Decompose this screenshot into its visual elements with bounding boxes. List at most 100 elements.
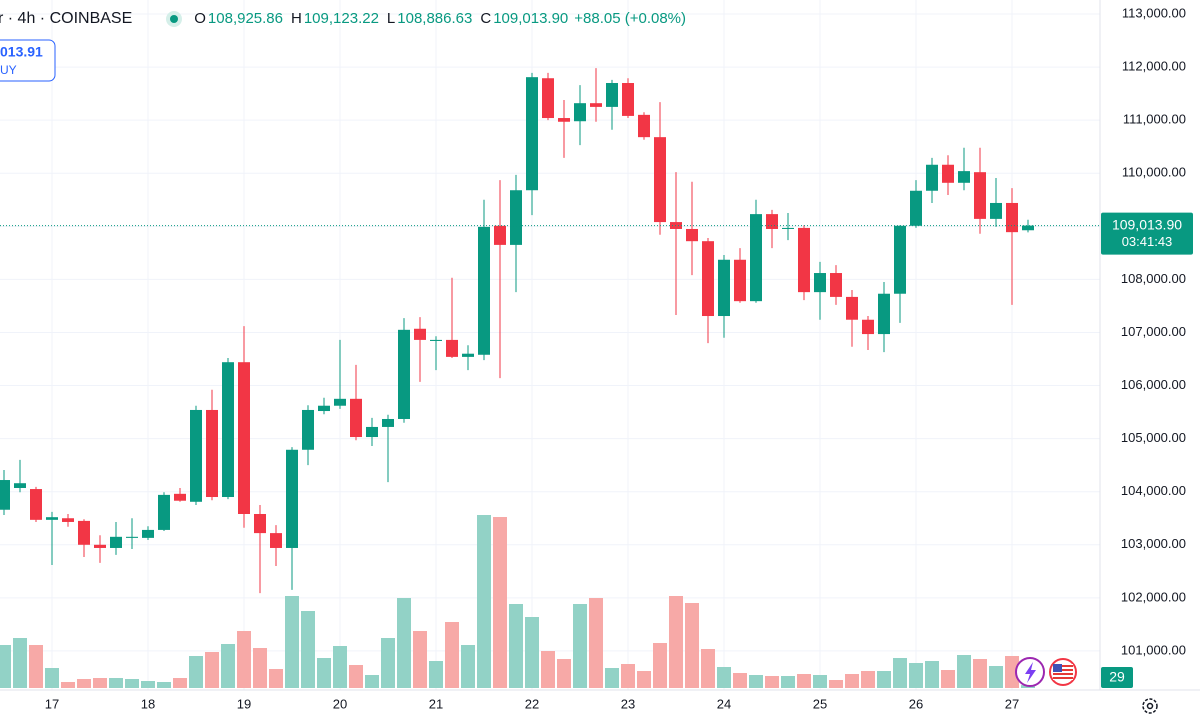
y-tick-label: 108,000.00 [1121,271,1186,286]
gear-inner[interactable] [1146,702,1154,710]
volume-bar [333,646,347,688]
candle-body [734,259,746,302]
volume-bar [301,611,315,688]
ai-icon[interactable] [1015,657,1045,687]
volume-bar [477,515,491,688]
volume-bar [413,631,427,688]
candle-body [638,114,650,138]
volume-bar [909,663,923,688]
volume-bar [973,659,987,688]
volume-bar [733,673,747,688]
volume-bar [653,643,667,688]
volume-bar [829,680,843,688]
volume-bar [957,655,971,688]
volume-bar [509,604,523,688]
candle-body [782,227,794,229]
volume-bar [765,676,779,688]
x-tick-label: 20 [333,696,347,711]
volume-bar [141,681,155,688]
gear-outer[interactable] [1142,698,1158,714]
candle-body [0,480,10,510]
last-price-label: 109,013.90 [1112,216,1182,232]
volume-bar [525,617,539,688]
y-tick-label: 105,000.00 [1121,430,1186,445]
volume-bar [861,671,875,688]
symbol: r · 4h · COINBASE [0,10,132,27]
candle-body [446,339,458,357]
volume-bar [877,671,891,688]
buy-button[interactable] [0,39,56,82]
x-tick-label: 21 [429,696,443,711]
candle-body [510,190,522,245]
volume-bar [109,678,123,688]
candle-body [222,362,234,498]
flag-canton[interactable] [1053,664,1062,672]
volume-bar [621,664,635,688]
candle-body [1022,225,1034,231]
volume-bar [781,676,795,688]
volume-bar [925,661,939,688]
ohlc-value: 109,013.90 [493,10,568,27]
volume-bar [61,682,75,688]
candle-body [302,409,314,450]
candle-body [414,328,426,340]
candle-body [526,77,538,191]
candle-body [910,190,922,226]
candle-body [366,426,378,438]
order-side[interactable]: UY [0,63,17,77]
candle-body [814,273,826,293]
candle-body [878,293,890,335]
candle-body [686,228,698,242]
status-dot [170,15,178,23]
volume-bar [637,671,651,688]
y-tick-label: 111,000.00 [1123,112,1186,127]
candle-body [798,227,810,293]
candle-body [126,536,138,538]
volume-bar [429,661,443,688]
candle-body [62,518,74,522]
volume-bar [941,670,955,688]
candle-body [830,273,842,297]
candle-body [862,319,874,335]
y-tick-label: 106,000.00 [1121,377,1186,392]
x-tick-label: 22 [525,696,539,711]
volume-bar [893,658,907,688]
candle-body [558,118,570,122]
candle-body [318,405,330,412]
y-tick-label: 102,000.00 [1121,589,1186,604]
volume-bar [397,598,411,688]
volume-bar [541,651,555,688]
candle-body [574,103,586,122]
candle-body [270,533,282,548]
candle-body [30,489,42,520]
candle-body [478,226,490,355]
volume-bar [445,622,459,688]
candle-body [430,339,442,341]
ohlc-value: 108,886.63 [397,10,472,27]
volume-bar [573,604,587,688]
volume-bar [813,675,827,688]
volume-bar [269,669,283,688]
flag-icon[interactable] [1049,658,1077,686]
candle-body [174,493,186,501]
settings-icon[interactable] [1142,698,1158,714]
candle-body [846,296,858,320]
candle-body [46,517,58,520]
candle-body [110,536,122,548]
candle-body [158,494,170,530]
volume-bar [589,598,603,688]
candle-body [94,544,106,548]
flag-stripes[interactable] [1053,665,1073,679]
ohlc-key: C [480,10,491,27]
volume-bar [285,596,299,688]
candle-body [590,103,602,107]
order-price[interactable]: 013.91 [0,44,43,60]
volume-bar [157,682,171,688]
ai-icon-bolt[interactable] [1025,662,1036,683]
y-tick-label: 112,000.00 [1122,59,1186,74]
candle-body [350,398,362,438]
candle-body [702,241,714,317]
candle-body [494,225,506,245]
ohlc-value: 108,925.86 [208,10,283,27]
